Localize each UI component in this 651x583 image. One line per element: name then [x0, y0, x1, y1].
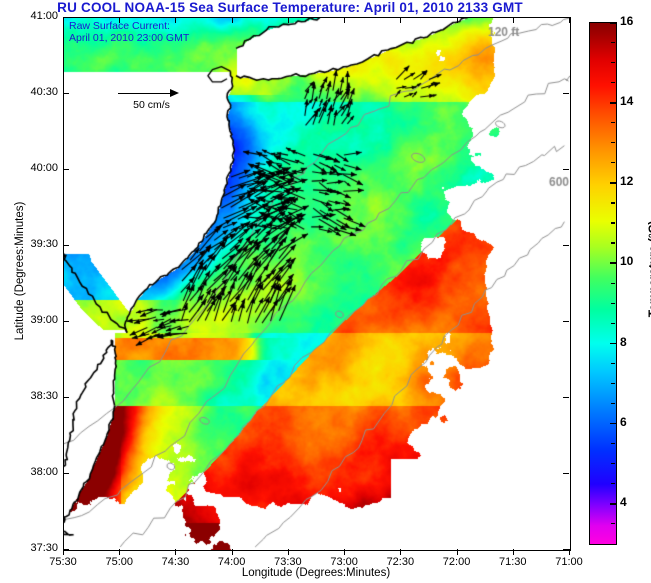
colorbar-label: 6 — [620, 414, 627, 429]
colorbar-tick — [610, 262, 616, 265]
y-axis-label: 38:30 — [30, 390, 58, 402]
colorbar-label: 8 — [620, 334, 627, 349]
y-axis-title: Latitude (Degrees:Minutes) — [14, 201, 26, 341]
x-axis-tick — [400, 549, 402, 555]
y-axis-tick-right — [563, 169, 569, 170]
map-plot-area[interactable]: Raw Surface Current: April 01, 2010 23:0… — [63, 17, 571, 551]
colorbar-minor-tick — [611, 82, 615, 84]
y-axis-tick-right — [563, 549, 569, 550]
y-axis-tick — [63, 93, 69, 94]
colorbar-minor-tick — [611, 442, 615, 444]
y-axis-label: 40:30 — [30, 86, 58, 98]
colorbar-minor-tick — [611, 302, 615, 304]
y-axis-tick-right — [563, 397, 569, 398]
scale-bar-label: 50 cm/s — [133, 99, 170, 111]
x-axis-tick — [63, 549, 64, 555]
x-axis-tick-top — [63, 17, 64, 23]
y-axis-label: 37:30 — [30, 542, 58, 554]
x-axis-tick-top — [175, 17, 177, 23]
velocity-scale-bar: 50 cm/s — [104, 88, 199, 111]
y-axis-tick-right — [563, 245, 569, 246]
y-axis-tick — [63, 169, 69, 170]
colorbar-minor-tick — [611, 322, 615, 324]
colorbar-minor-tick — [611, 162, 615, 164]
x-axis-label: 73:00 — [330, 556, 358, 568]
x-axis-tick-top — [512, 17, 514, 23]
y-axis-label: 38:00 — [30, 466, 58, 478]
y-axis-tick — [63, 397, 69, 398]
colorbar-label: 4 — [620, 494, 627, 509]
colorbar-minor-tick — [611, 362, 615, 364]
x-axis-label: 72:00 — [442, 556, 471, 568]
y-axis-tick-right — [563, 17, 569, 18]
x-axis-tick — [287, 549, 289, 555]
y-axis-label: 39:00 — [30, 314, 58, 326]
colorbar-title: Temperature (°C) — [646, 220, 651, 318]
x-axis-tick — [231, 549, 233, 555]
y-axis-tick-right — [563, 473, 569, 474]
x-axis-tick — [175, 549, 177, 555]
colorbar-label: 16 — [620, 14, 634, 28]
y-axis-label: 41:00 — [30, 10, 58, 22]
annotation-line-1: Raw Surface Current: — [69, 20, 170, 32]
x-axis-label: 74:00 — [217, 556, 246, 568]
colorbar-minor-tick — [611, 42, 615, 44]
colorbar-tick — [610, 422, 616, 425]
y-axis-tick — [63, 245, 69, 246]
colorbar-minor-tick — [611, 202, 615, 204]
colorbar-tick — [610, 22, 616, 24]
colorbar-minor-tick — [611, 482, 615, 485]
colorbar-minor-tick — [611, 462, 615, 465]
colorbar-minor-tick — [611, 142, 615, 144]
x-axis-tick — [119, 549, 121, 555]
sst-heatmap-canvas — [64, 18, 570, 550]
colorbar-minor-tick — [611, 122, 615, 124]
x-axis-tick — [456, 549, 458, 555]
y-axis-tick — [63, 473, 69, 474]
x-axis-label: 74:30 — [161, 556, 190, 568]
y-axis-tick-right — [563, 321, 569, 322]
colorbar-minor-tick — [611, 242, 615, 244]
x-axis-label: 72:30 — [386, 556, 415, 568]
x-axis-tick-top — [400, 17, 402, 23]
colorbar-minor-tick — [611, 282, 615, 284]
x-axis-label: 71:30 — [499, 556, 527, 568]
page-title: RU COOL NOAA-15 Sea Surface Temperature:… — [57, 0, 523, 15]
y-axis-label: 39:30 — [30, 238, 58, 250]
y-axis-tick — [63, 321, 69, 322]
colorbar-minor-tick — [611, 402, 615, 404]
y-axis-tick — [63, 549, 69, 550]
x-axis-tick-top — [231, 17, 233, 23]
y-axis-tick — [63, 17, 69, 18]
x-axis-title: Longitude (Degrees:Minutes) — [241, 567, 391, 579]
y-axis-label: 40:00 — [30, 162, 58, 174]
colorbar-tick — [610, 182, 616, 184]
colorbar-label: 10 — [620, 254, 634, 269]
colorbar-minor-tick — [611, 382, 615, 384]
x-axis-tick-top — [287, 17, 289, 23]
colorbar-tick — [610, 102, 616, 104]
colorbar-tick — [610, 502, 616, 505]
colorbar-minor-tick — [611, 222, 615, 224]
y-axis-tick-right — [563, 93, 569, 94]
x-axis-tick — [512, 549, 514, 555]
x-axis-tick — [344, 549, 346, 555]
colorbar-label: 14 — [620, 94, 634, 109]
x-axis-tick-top — [344, 17, 346, 23]
x-axis-label: 71:00 — [555, 556, 583, 568]
x-axis-tick-top — [119, 17, 121, 23]
colorbar-label: 12 — [620, 174, 634, 189]
x-axis-label: 75:30 — [49, 556, 77, 568]
scale-arrow-icon — [104, 88, 199, 98]
x-axis-tick-top — [456, 17, 458, 23]
x-axis-label: 75:00 — [105, 556, 133, 568]
x-axis-tick — [569, 549, 570, 555]
x-axis-tick-top — [569, 17, 570, 23]
colorbar-tick — [610, 342, 616, 345]
current-annotation: Raw Surface Current: April 01, 2010 23:0… — [69, 20, 189, 44]
x-axis-label: 73:30 — [274, 556, 302, 568]
colorbar-minor-tick — [611, 522, 615, 525]
annotation-line-2: April 01, 2010 23:00 GMT — [69, 32, 190, 44]
colorbar-minor-tick — [611, 62, 615, 64]
